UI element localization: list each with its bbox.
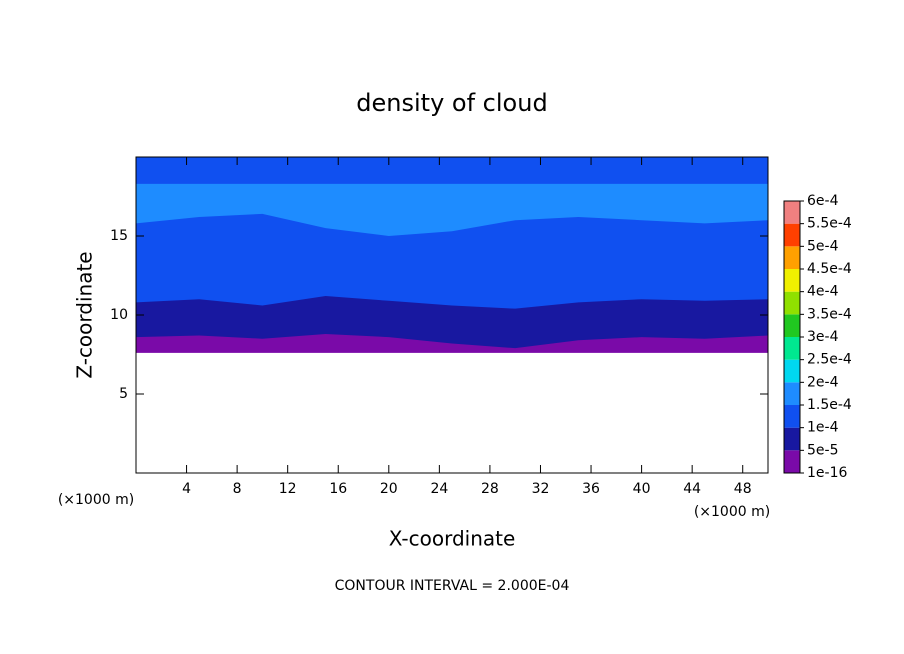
chart-title: density of cloud [356,89,547,117]
colorbar-label: 3.5e-4 [807,306,852,322]
y-tick-label: 5 [119,386,128,402]
x-tick-label: 20 [380,481,398,497]
colorbar-label: 5e-4 [807,238,839,254]
colorbar-label: 2e-4 [807,374,839,390]
colorbar-segment [784,291,800,315]
colorbar-segment [784,382,800,405]
y-tick-label: 10 [110,307,128,323]
x-unit: (×1000 m) [694,504,770,520]
contour-band [136,157,768,184]
x-tick-label: 12 [279,481,297,497]
contour-field [136,157,768,353]
x-tick-label: 24 [430,481,448,497]
colorbar-segment [784,246,800,269]
colorbar-label: 3e-4 [807,329,839,345]
y-unit: (×1000 m) [58,492,134,508]
x-tick-label: 32 [532,481,550,497]
x-tick-label: 48 [734,481,752,497]
colorbar-segment [784,337,800,360]
colorbar-label: 1e-4 [807,420,839,436]
colorbar-label: 2.5e-4 [807,352,852,368]
colorbar-segment [784,405,800,428]
colorbar-segment [784,359,800,383]
colorbar-label: 1.5e-4 [807,397,852,413]
colorbar-label: 5e-5 [807,442,838,458]
colorbar-segment [784,269,800,292]
x-tick-label: 40 [633,481,651,497]
colorbar-label: 5.5e-4 [807,216,852,232]
colorbar-label: 4e-4 [807,284,839,300]
x-tick-label: 4 [182,481,191,497]
colorbar-label: 4.5e-4 [807,261,852,277]
colorbar-label: 6e-4 [807,193,839,209]
colorbar-segment [784,223,800,247]
x-axis-label: X-coordinate [389,527,516,551]
colorbar-segment [784,427,800,451]
colorbar-label: 1e-16 [807,465,847,481]
x-tick-label: 16 [329,481,347,497]
colorbar-segment [784,201,800,224]
y-axis-label: Z-coordinate [73,251,97,378]
x-tick-label: 36 [582,481,600,497]
y-tick-label: 15 [110,228,128,244]
x-tick-label: 28 [481,481,499,497]
x-tick-label: 44 [683,481,701,497]
footer: CONTOUR INTERVAL = 2.000E-04 [335,578,570,594]
x-tick-label: 8 [233,481,242,497]
colorbar-segment [784,314,800,337]
colorbar-segment [784,450,800,473]
